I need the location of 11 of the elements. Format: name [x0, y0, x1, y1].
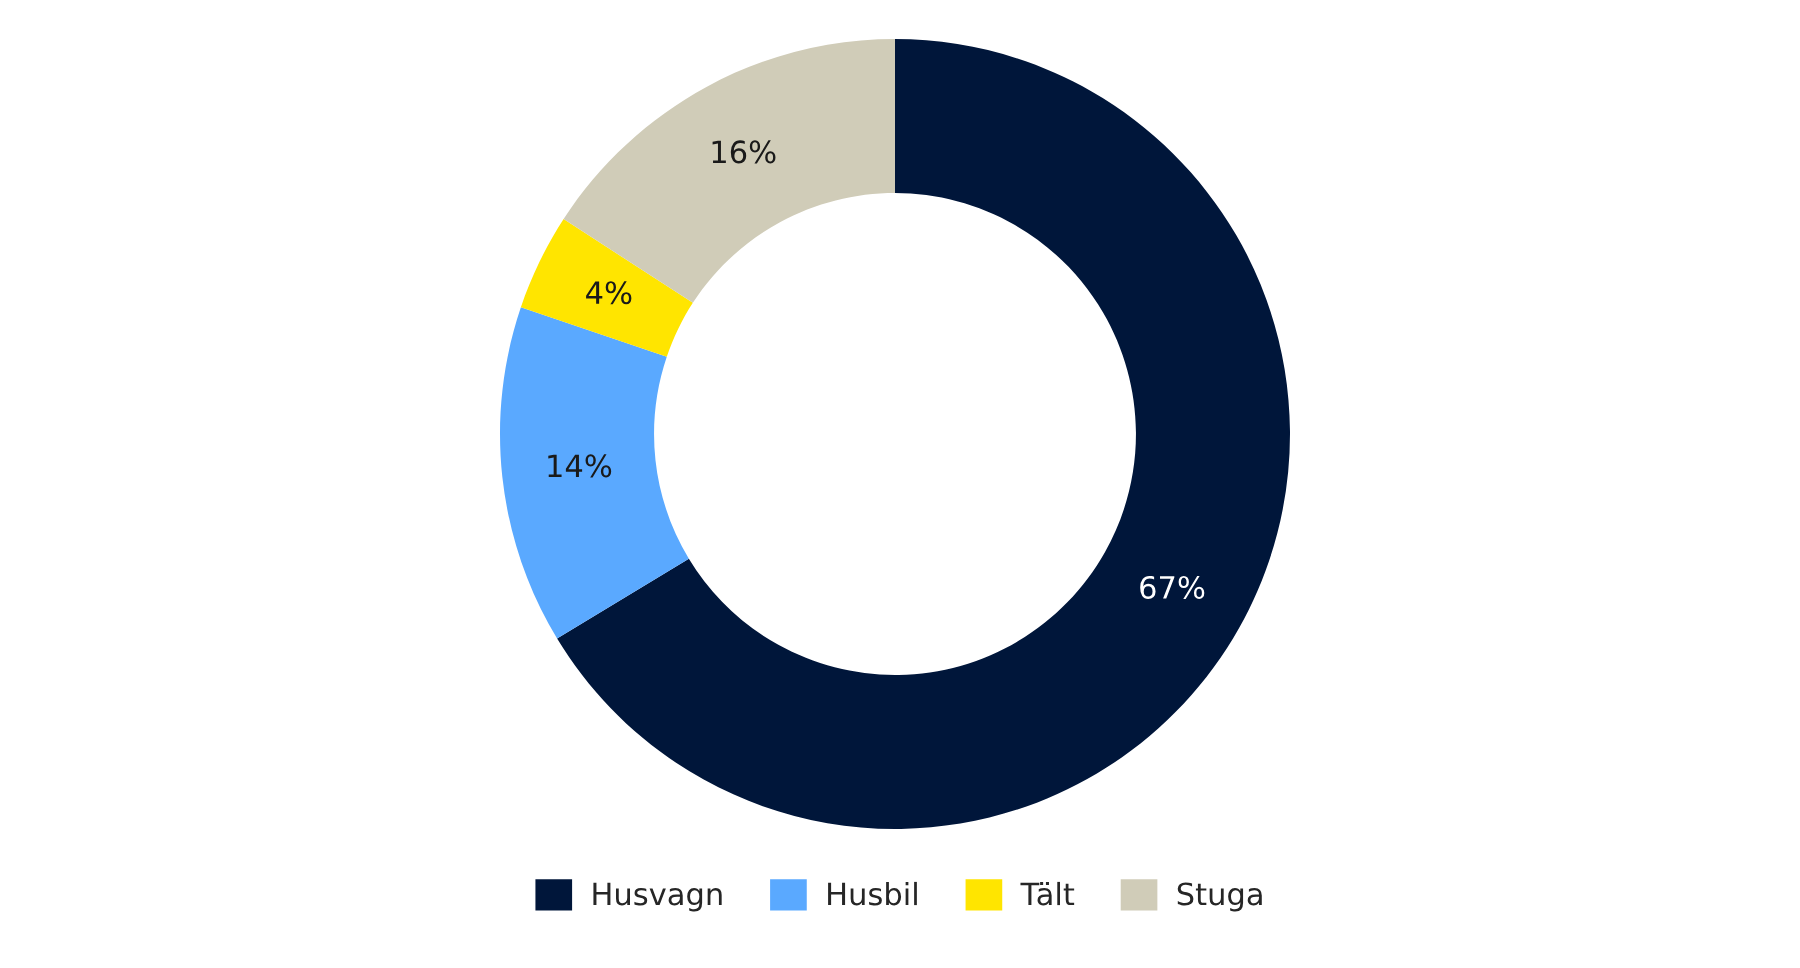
legend-label: Tält: [1020, 881, 1075, 906]
data-label: 16%: [712, 140, 776, 164]
data-label: 4%: [586, 281, 632, 305]
donut-slice: [500, 307, 689, 639]
data-label: 14%: [548, 454, 612, 478]
legend-label: Stuga: [1177, 882, 1262, 912]
donut-slice: [563, 39, 895, 303]
legend-label: Husvagn: [593, 882, 722, 912]
donut-slice: [520, 219, 693, 357]
data-label: 67%: [1140, 575, 1205, 599]
legend-label: Husbil: [828, 881, 917, 906]
